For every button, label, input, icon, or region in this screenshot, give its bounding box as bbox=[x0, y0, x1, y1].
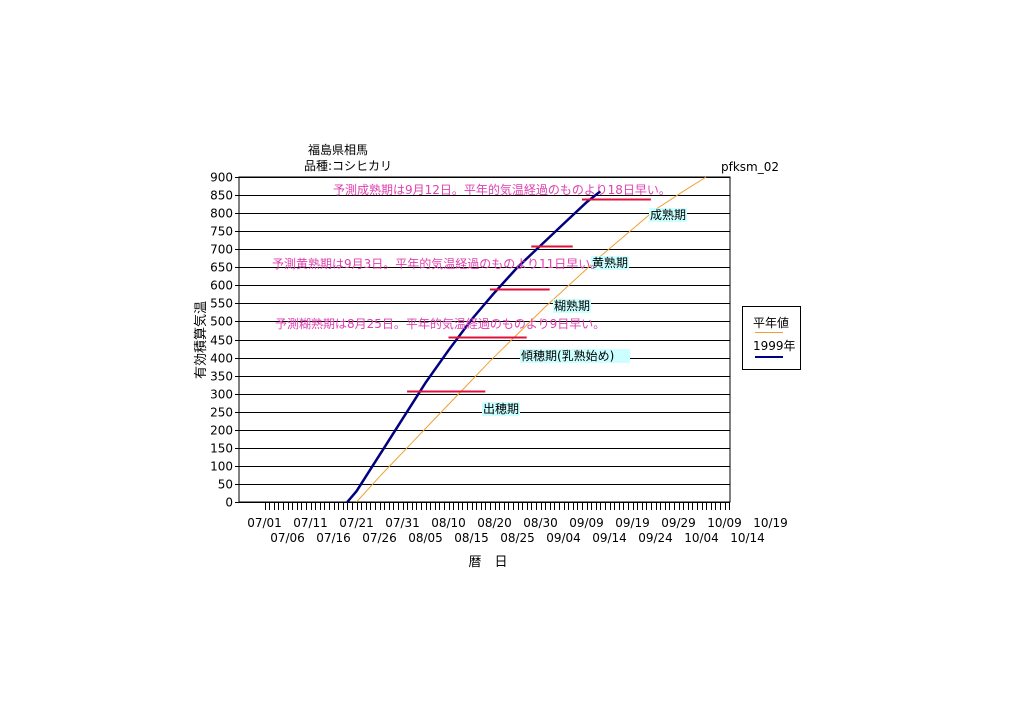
y-tick-label: 350 bbox=[210, 370, 233, 384]
legend-1999-swatch bbox=[755, 356, 783, 358]
stage-label: 成熟期 bbox=[650, 207, 686, 222]
y-tick-label: 500 bbox=[210, 315, 233, 329]
legend-normal-label: 平年値 bbox=[753, 316, 790, 330]
x-tick-label: 09/19 bbox=[615, 516, 650, 530]
prediction-annotation: 予測黄熟期は9月3日。平年的気温経過のものより11日早い。 bbox=[272, 256, 602, 271]
plot-area bbox=[238, 176, 731, 503]
y-tick-label: 900 bbox=[210, 171, 233, 185]
stage-label-bg bbox=[482, 402, 520, 416]
x-tick-label: 07/31 bbox=[385, 516, 420, 530]
y-tick-label: 200 bbox=[210, 424, 233, 438]
legend: 平年値 1999年 bbox=[742, 306, 801, 370]
stage-label: 黄熟期 bbox=[592, 255, 628, 270]
y-tick-label: 650 bbox=[210, 261, 233, 275]
y-tick-label: 600 bbox=[210, 279, 233, 293]
chart-title: 福島県相馬 bbox=[308, 143, 369, 157]
x-tick-label: 07/26 bbox=[362, 531, 397, 545]
y-tick-label: 850 bbox=[210, 189, 233, 203]
stage-label: 出穂期 bbox=[483, 402, 519, 416]
x-tick-label: 10/19 bbox=[753, 516, 788, 530]
y-tick-label: 550 bbox=[210, 297, 233, 311]
prediction-annotation: 予測成熟期は9月12日。平年的気温経過のものより18日早い。 bbox=[333, 182, 671, 197]
y-axis-title: 有効積算気温 bbox=[193, 301, 209, 379]
series-line-1999 bbox=[346, 190, 602, 503]
stage-label: 傾穂期(乳熟始め) bbox=[521, 348, 614, 363]
stage-label: 糊熟期 bbox=[554, 298, 590, 313]
x-tick-label: 10/14 bbox=[730, 531, 765, 545]
x-tick-label: 09/14 bbox=[592, 531, 627, 545]
chart-subtitle: 品種:コシヒカリ bbox=[304, 159, 393, 173]
y-tick-label: 150 bbox=[210, 442, 233, 456]
chart-code: pfksm_02 bbox=[721, 160, 780, 174]
x-tick-label: 08/05 bbox=[408, 531, 443, 545]
x-tick-label: 07/01 bbox=[247, 516, 282, 530]
y-tick-label: 50 bbox=[218, 478, 233, 492]
x-tick-label: 10/09 bbox=[707, 516, 742, 530]
x-tick-label: 07/21 bbox=[339, 516, 374, 530]
x-tick-label: 08/20 bbox=[477, 516, 512, 530]
y-tick-label: 450 bbox=[210, 334, 233, 348]
y-tick-label: 250 bbox=[210, 406, 233, 420]
x-tick-label: 08/10 bbox=[431, 516, 466, 530]
stage-label-bg bbox=[649, 208, 687, 222]
y-tick-label: 300 bbox=[210, 388, 233, 402]
stage-label-bg bbox=[591, 256, 629, 270]
y-tick-label: 0 bbox=[225, 496, 233, 510]
stage-label-bg bbox=[520, 349, 630, 363]
x-tick-label: 07/16 bbox=[316, 531, 351, 545]
x-tick-label: 08/30 bbox=[523, 516, 558, 530]
legend-1999-label: 1999年 bbox=[753, 339, 796, 353]
x-tick-label: 09/29 bbox=[661, 516, 696, 530]
y-tick-label: 100 bbox=[210, 460, 233, 474]
x-tick-label: 09/04 bbox=[546, 531, 581, 545]
x-tick-label: 09/09 bbox=[569, 516, 604, 530]
x-axis-title: 暦 日 bbox=[468, 555, 507, 570]
prediction-annotation: 予測糊熟期は8月25日。平年的気温経過のものより9日早い。 bbox=[275, 316, 605, 331]
y-tick-label: 700 bbox=[210, 243, 233, 257]
x-tick-label: 09/24 bbox=[638, 531, 673, 545]
stage-label-bg bbox=[553, 299, 591, 313]
x-tick-label: 08/15 bbox=[454, 531, 489, 545]
y-tick-label: 750 bbox=[210, 225, 233, 239]
x-tick-label: 07/06 bbox=[270, 531, 305, 545]
legend-normal-swatch bbox=[755, 332, 783, 333]
x-tick-label: 10/04 bbox=[684, 531, 719, 545]
x-tick-label: 08/25 bbox=[500, 531, 535, 545]
y-tick-label: 800 bbox=[210, 207, 233, 221]
y-tick-label: 400 bbox=[210, 352, 233, 366]
x-tick-label: 07/11 bbox=[293, 516, 328, 530]
